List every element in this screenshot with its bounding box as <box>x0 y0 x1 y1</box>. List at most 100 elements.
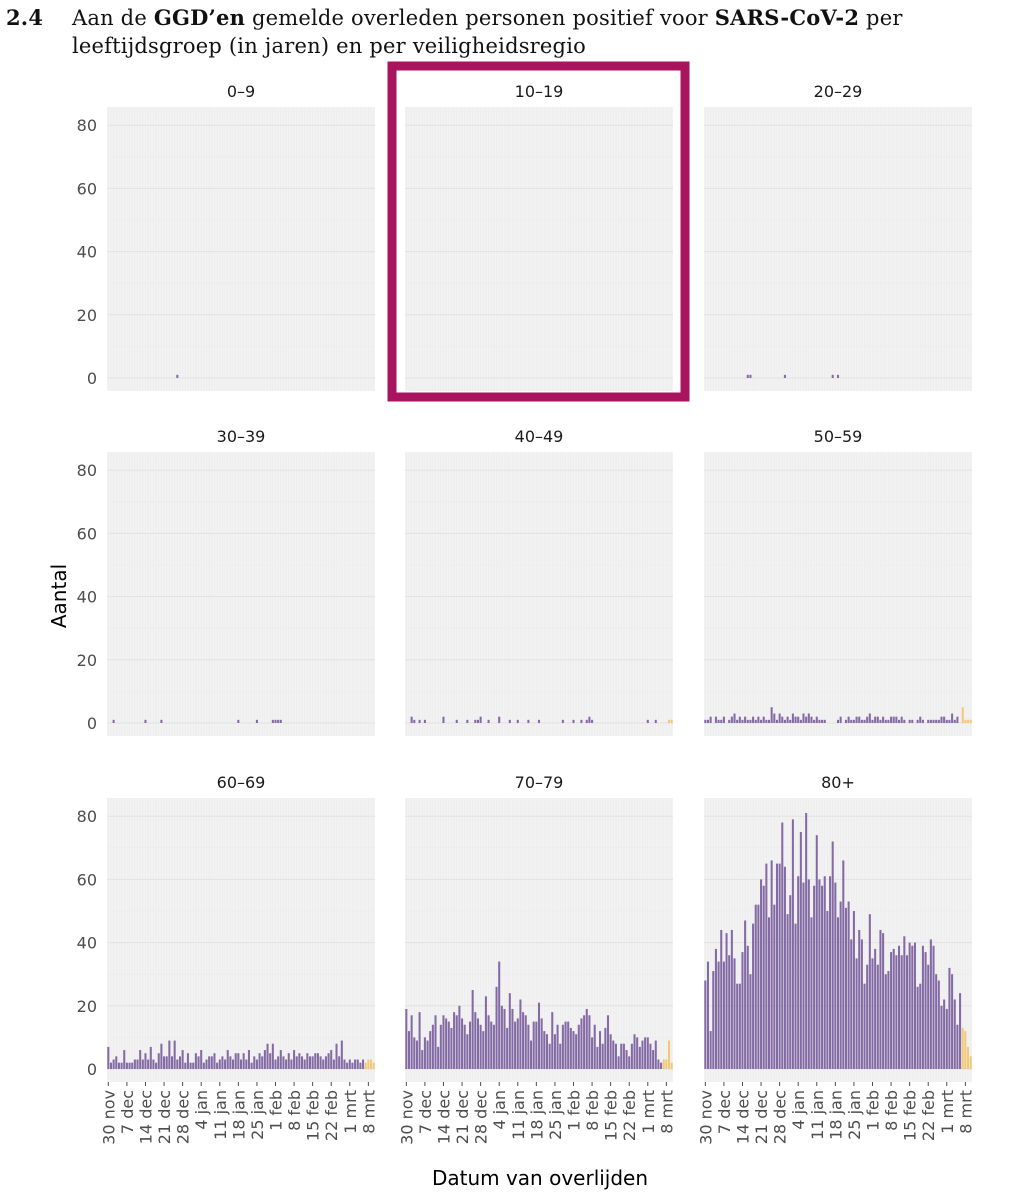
bar <box>522 1012 525 1069</box>
bar <box>765 719 768 723</box>
bar <box>953 719 956 723</box>
bar <box>245 1059 248 1069</box>
bar <box>277 719 280 723</box>
bar <box>945 719 948 723</box>
bar <box>107 1046 110 1069</box>
x-tick-label: 8 mrt <box>359 1090 378 1134</box>
bar <box>617 1056 620 1069</box>
bar <box>900 955 903 1069</box>
bar <box>895 955 898 1069</box>
bar <box>588 1015 591 1069</box>
bar <box>511 1008 514 1069</box>
bar <box>956 1024 959 1069</box>
panel-2: 10–19 <box>387 61 690 402</box>
bar <box>537 1002 541 1069</box>
bar <box>770 707 773 723</box>
bar <box>818 879 821 1069</box>
bar <box>306 1053 309 1069</box>
bar <box>943 716 946 723</box>
bar <box>961 1027 964 1069</box>
bar <box>722 961 725 1069</box>
bar <box>482 1031 485 1069</box>
bar <box>660 1062 663 1069</box>
bar <box>237 1053 240 1069</box>
bar <box>722 716 725 723</box>
bar <box>657 1059 660 1069</box>
bar <box>356 1059 359 1069</box>
bar <box>271 719 274 723</box>
bar <box>413 1037 416 1069</box>
bar <box>152 1059 155 1069</box>
bar <box>346 1062 349 1069</box>
bar <box>498 961 501 1069</box>
bar <box>418 1012 421 1069</box>
bar <box>646 1037 649 1069</box>
bar <box>237 719 240 723</box>
bar <box>301 1056 304 1069</box>
bar <box>842 860 845 1069</box>
bar <box>868 713 871 723</box>
bar <box>445 1018 448 1069</box>
bar <box>439 1024 442 1069</box>
bar <box>551 1012 554 1069</box>
bar <box>410 716 413 723</box>
bar <box>649 1043 652 1069</box>
bar <box>202 1062 205 1069</box>
bar <box>468 1021 472 1069</box>
bar <box>628 1056 631 1069</box>
bar <box>754 904 757 1069</box>
bar <box>559 1043 562 1069</box>
bar <box>929 719 932 723</box>
bar <box>908 942 911 1069</box>
bar <box>567 1021 570 1069</box>
x-tick-label: 14 dec <box>434 1090 453 1144</box>
y-axis-title: Aantal <box>47 564 71 628</box>
bar <box>367 1059 370 1069</box>
y-tick-label: 0 <box>87 1060 97 1079</box>
bar <box>537 719 541 723</box>
bar <box>943 999 946 1069</box>
bar <box>255 719 258 723</box>
x-tick-label: 8 mrt <box>657 1090 676 1134</box>
bar <box>442 716 445 723</box>
bar <box>139 1050 142 1069</box>
panel-3: 20–29 <box>704 82 972 391</box>
bar <box>437 1046 440 1069</box>
bar <box>898 945 901 1069</box>
bar <box>773 713 776 723</box>
bar <box>322 1059 325 1069</box>
bar <box>823 876 826 1069</box>
bar <box>662 1059 665 1069</box>
bar <box>858 716 861 723</box>
heading-text-ggd: GGD’en <box>153 5 246 30</box>
x-tick-label: 30 nov <box>397 1090 416 1145</box>
bar <box>757 904 760 1069</box>
bar <box>746 945 749 1069</box>
bar <box>892 716 895 723</box>
x-tick-label: 4 jan <box>192 1090 211 1130</box>
bar <box>895 716 898 723</box>
bar <box>959 993 962 1069</box>
bar <box>461 1018 464 1069</box>
bar <box>807 879 810 1069</box>
bar <box>405 1008 408 1069</box>
bar <box>474 719 477 723</box>
bar <box>754 719 757 723</box>
bar <box>484 996 487 1069</box>
x-tick-label: 22 feb <box>919 1090 938 1141</box>
bar <box>831 841 834 1069</box>
bar <box>730 929 733 1069</box>
bar <box>797 716 800 723</box>
panel-title: 0–9 <box>227 82 255 101</box>
y-tick-label: 40 <box>77 588 97 607</box>
bar <box>791 713 794 723</box>
bar <box>760 879 763 1069</box>
bar <box>221 1056 224 1069</box>
bar <box>821 719 824 723</box>
bar <box>362 1059 365 1069</box>
bar <box>508 719 511 723</box>
bar <box>170 1056 174 1069</box>
bar <box>514 1021 517 1069</box>
bar <box>316 1053 319 1069</box>
